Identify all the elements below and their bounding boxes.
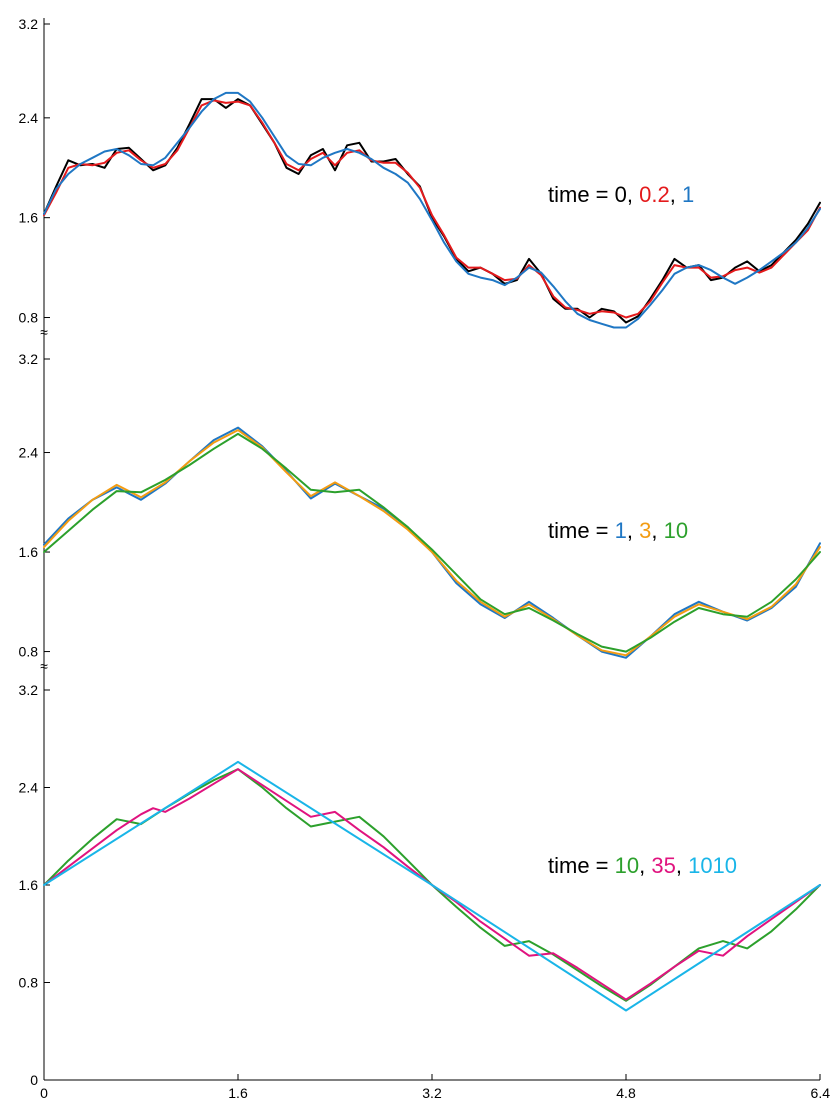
series-line-3 (43, 760, 821, 1012)
series-line-2 (43, 99, 821, 319)
series-line-1 (43, 426, 821, 659)
series-line-3 (43, 432, 821, 653)
y-tick-label: 0.8 (19, 975, 39, 991)
y-tick-label: 2.4 (19, 110, 39, 126)
y-tick-label: 2.4 (19, 445, 39, 461)
legend-text: time = 1, 3, 10 (548, 518, 688, 543)
legend-text: time = 0, 0.2, 1 (548, 182, 694, 207)
legend-entry: 0 (615, 182, 627, 207)
legend-entry: 35 (651, 853, 675, 878)
y-tick-label: 2.4 (19, 780, 39, 796)
series-line-2 (43, 768, 821, 1001)
legend-prefix: time = (548, 182, 615, 207)
x-tick-label: 6.4 (811, 1085, 831, 1101)
legend-prefix: time = (548, 518, 615, 543)
y-tick-label: 1.6 (19, 544, 39, 560)
y-tick-label: 3.2 (19, 16, 39, 32)
legend-entry: 0.2 (639, 182, 670, 207)
series-line-2 (43, 429, 821, 657)
x-tick-label: 1.6 (228, 1085, 248, 1101)
legend-separator: , (639, 853, 651, 878)
legend-separator: , (627, 518, 639, 543)
legend-entry: 10 (615, 853, 639, 878)
legend-separator: , (670, 182, 682, 207)
axis-break-mark: ≈ (40, 324, 48, 340)
legend-entry: 1 (682, 182, 694, 207)
y-tick-label: 0 (30, 1072, 38, 1088)
legend-entry: 1 (615, 518, 627, 543)
y-tick-label: 1.6 (19, 877, 39, 893)
legend-text: time = 10, 35, 1010 (548, 853, 737, 878)
axis-break-mark: ≈ (40, 658, 48, 674)
panel-1: 3.2 2.4 1.6 0.8≈ time = 0, 0.2, 1 (19, 16, 821, 340)
series-line-3 (43, 91, 821, 329)
y-tick-label: 0.8 (19, 310, 39, 326)
legend-separator: , (676, 853, 688, 878)
legend-separator: , (651, 518, 663, 543)
panel-3: 3.2 2.4 1.6 0.8 0 time = 10, 35, 1010 (19, 682, 821, 1088)
legend-separator: , (627, 182, 639, 207)
panel-2: 3.2 2.4 1.6 0.8≈ time = 1, 3, 10 (19, 351, 821, 674)
x-tick-label: 4.8 (616, 1085, 636, 1101)
y-tick-label: 3.2 (19, 682, 39, 698)
legend-prefix: time = (548, 853, 615, 878)
legend-entry: 3 (639, 518, 651, 543)
x-tick-label: 0 (40, 1085, 48, 1101)
legend-entry: 1010 (688, 853, 737, 878)
y-tick-label: 0.8 (19, 644, 39, 660)
x-tick-label: 3.2 (422, 1085, 442, 1101)
series-line-1 (43, 98, 821, 324)
y-tick-label: 3.2 (19, 351, 39, 367)
panels-group: 3.22.41.60.8≈time = 0, 0.2, 13.22.41.60.… (19, 16, 821, 1088)
legend-entry: 10 (664, 518, 688, 543)
x-axis: 0 1.6 3.2 4.8 6.4 (40, 1074, 830, 1101)
y-tick-label: 1.6 (19, 210, 39, 226)
